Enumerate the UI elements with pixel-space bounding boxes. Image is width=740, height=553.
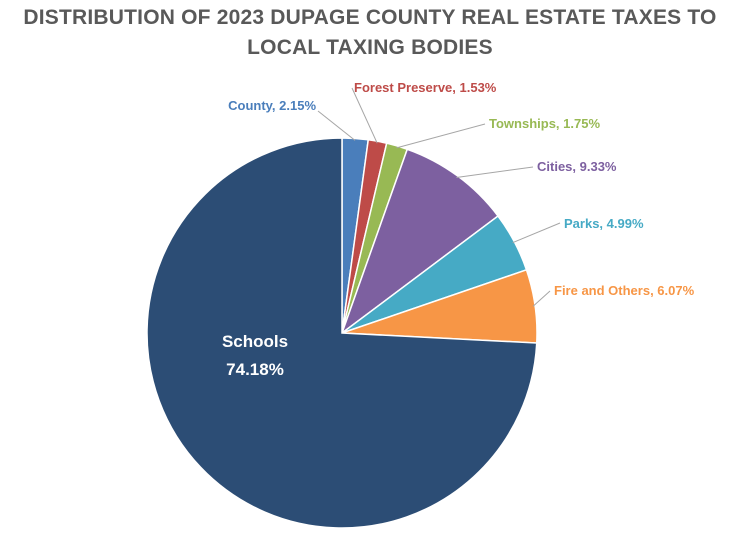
leader-line-forest-preserve [351,87,378,144]
leader-line-fire-and-others [532,290,551,307]
leader-line-county [317,110,356,141]
slice-label-townships: Townships, 1.75% [489,116,600,131]
slice-label-schools: Schools [222,332,288,351]
chart-title-line-2: LOCAL TAXING BODIES [247,36,493,59]
leader-line-townships [396,123,486,149]
pie-slices [146,137,538,529]
leader-line-cities [456,166,534,178]
slice-label-fire-and-others: Fire and Others, 6.07% [554,283,695,298]
pie-slice-cities [340,148,500,336]
pie-slice-schools [146,137,538,529]
pie-labels: County, 2.15% Forest Preserve, 1.53% Towns… [222,80,695,379]
slice-label-cities: Cities, 9.33% [537,159,617,174]
slice-label-county: County, 2.15% [228,98,316,113]
chart-title-line-1: DISTRIBUTION OF 2023 DUPAGE COUNTY REAL … [23,6,717,29]
slice-label-forest-preserve: Forest Preserve, 1.53% [354,80,497,95]
leader-line-parks [512,222,561,244]
slice-label-parks: Parks, 4.99% [564,216,644,231]
slice-value-schools: 74.18% [226,360,284,379]
